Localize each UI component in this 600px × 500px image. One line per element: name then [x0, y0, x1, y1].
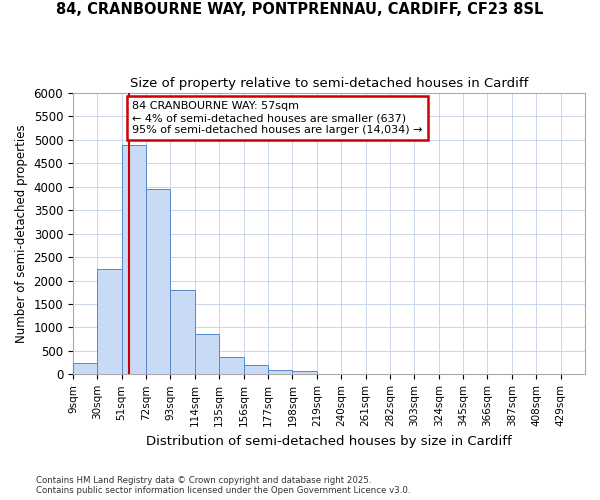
Bar	[122, 144, 146, 374]
Text: 84 CRANBOURNE WAY: 57sqm
← 4% of semi-detached houses are smaller (637)
95% of s: 84 CRANBOURNE WAY: 57sqm ← 4% of semi-de…	[132, 102, 422, 134]
Title: Size of property relative to semi-detached houses in Cardiff: Size of property relative to semi-detach…	[130, 78, 528, 90]
Bar	[219, 356, 244, 374]
X-axis label: Distribution of semi-detached houses by size in Cardiff: Distribution of semi-detached houses by …	[146, 434, 512, 448]
Bar	[195, 334, 219, 374]
Y-axis label: Number of semi-detached properties: Number of semi-detached properties	[15, 124, 28, 343]
Bar	[73, 362, 97, 374]
Bar	[146, 189, 170, 374]
Bar	[97, 269, 122, 374]
Bar	[170, 290, 195, 374]
Text: Contains HM Land Registry data © Crown copyright and database right 2025.
Contai: Contains HM Land Registry data © Crown c…	[36, 476, 410, 495]
Text: 84, CRANBOURNE WAY, PONTPRENNAU, CARDIFF, CF23 8SL: 84, CRANBOURNE WAY, PONTPRENNAU, CARDIFF…	[56, 2, 544, 18]
Bar	[268, 370, 292, 374]
Bar	[244, 365, 268, 374]
Bar	[292, 371, 317, 374]
